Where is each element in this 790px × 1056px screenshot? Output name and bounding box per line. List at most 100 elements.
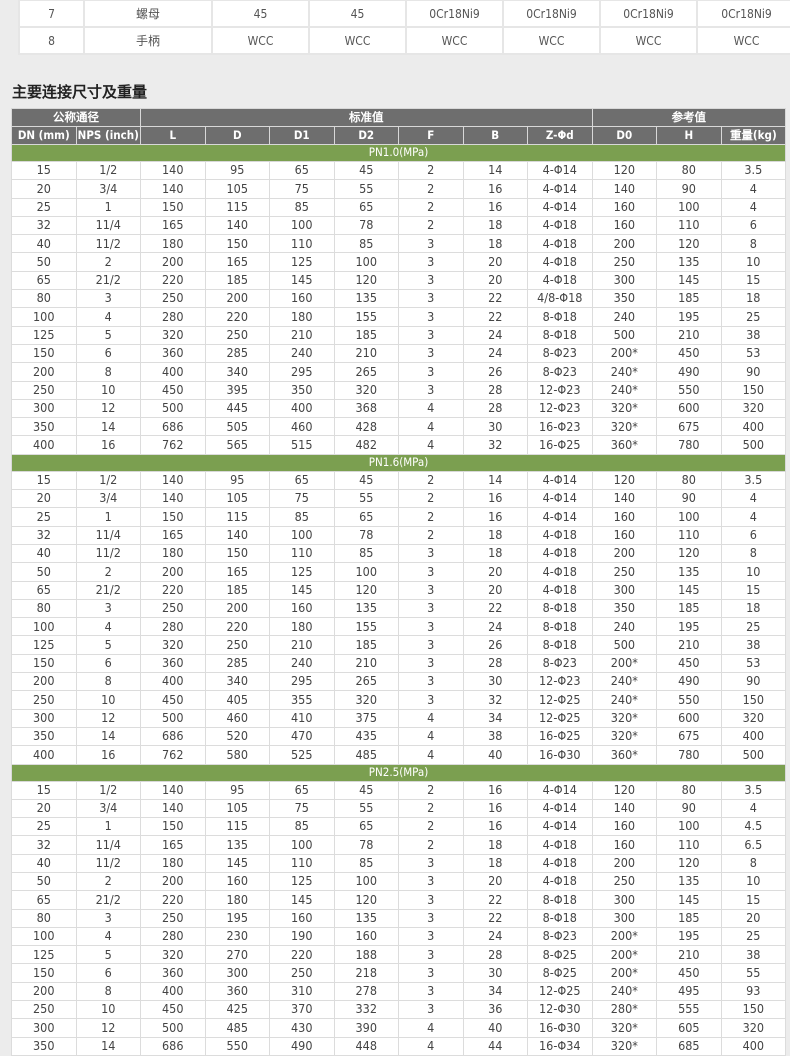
table-cell: 2 xyxy=(398,215,464,236)
table-cell: 300 xyxy=(591,270,658,291)
material-cell: WCC xyxy=(696,26,790,55)
table-cell: 4-Φ18 xyxy=(527,215,593,236)
table-cell: 140 xyxy=(591,798,658,819)
material-cell: WCC xyxy=(211,26,310,55)
table-cell: 38 xyxy=(720,945,787,965)
table-cell: 145 xyxy=(269,580,335,600)
table-cell: 360* xyxy=(591,435,658,455)
table-cell: 450 xyxy=(140,380,206,400)
table-cell: 195 xyxy=(204,908,270,928)
table-cell: 300 xyxy=(11,1018,77,1038)
table-cell: 11/4 xyxy=(75,835,141,855)
column-header: 重量(kg) xyxy=(720,126,787,145)
table-cell: 8-Φ23 xyxy=(527,653,593,674)
table-cell: 10 xyxy=(75,380,141,400)
table-cell: 4-Φ18 xyxy=(527,853,593,873)
table-cell: 8 xyxy=(720,853,787,873)
table-cell: 155 xyxy=(333,617,399,637)
table-row: 125 5 320 270 220 188 3 28 8-Φ25 200* 210 38 xyxy=(11,945,787,965)
table-cell: 20 xyxy=(462,580,528,600)
column-header: D xyxy=(204,126,270,145)
table-cell: 8-Φ23 xyxy=(527,926,593,947)
table-cell: 250 xyxy=(140,598,206,619)
table-cell: 28 xyxy=(462,945,528,965)
table-cell: 40 xyxy=(11,543,77,564)
table-cell: 32 xyxy=(11,835,77,855)
table-cell: 550 xyxy=(656,690,722,710)
table-cell: 428 xyxy=(333,417,399,437)
table-cell: 200* xyxy=(591,963,658,983)
table-cell: 4 xyxy=(398,708,464,728)
table-cell: 18 xyxy=(462,853,528,873)
table-cell: 25 xyxy=(11,817,77,837)
table-cell: 4-Φ14 xyxy=(527,798,593,819)
table-cell: 44 xyxy=(462,1036,528,1056)
materials-table: 7 螺母 45 45 0Cr18Ni9 0Cr18Ni9 0Cr18Ni9 0Cr18Ni9 8… xyxy=(18,0,790,55)
table-cell: 12-Φ25 xyxy=(527,690,593,710)
table-row: 40 11/2 180 145 110 85 3 18 4-Φ18 200 120 8 xyxy=(11,853,787,873)
table-cell: 4 xyxy=(398,398,464,419)
table-cell: 300 xyxy=(11,708,77,728)
table-cell: 100 xyxy=(11,926,77,947)
table-row: 20 3/4 140 105 75 55 2 16 4-Φ14 140 90 4 xyxy=(11,489,787,509)
table-row: 20 3/4 140 105 75 55 2 16 4-Φ14 140 90 4 xyxy=(11,798,787,819)
column-header: H xyxy=(656,126,722,145)
table-cell: 400 xyxy=(720,417,787,437)
table-cell: 2 xyxy=(398,160,464,181)
table-cell: 160 xyxy=(591,215,658,236)
table-cell: 140 xyxy=(591,489,658,509)
table-cell: 140 xyxy=(204,215,270,236)
table-cell: 320* xyxy=(591,726,658,747)
table-cell: 90 xyxy=(720,672,787,692)
table-cell: 490 xyxy=(656,672,722,692)
table-cell: 160 xyxy=(204,871,270,892)
table-cell: 2 xyxy=(398,489,464,509)
table-cell: 165 xyxy=(204,252,270,272)
table-cell: 11/4 xyxy=(75,215,141,236)
table-cell: 120 xyxy=(333,890,399,910)
table-cell: 8 xyxy=(75,672,141,692)
table-cell: 135 xyxy=(656,871,722,892)
table-cell: 12-Φ25 xyxy=(527,708,593,728)
table-cell: 2 xyxy=(75,871,141,892)
table-cell: 25 xyxy=(720,617,787,637)
table-cell: 53 xyxy=(720,653,787,674)
table-cell: 3 xyxy=(398,1000,464,1020)
table-cell: 435 xyxy=(333,726,399,747)
table-cell: 250 xyxy=(140,908,206,928)
table-cell: 280* xyxy=(591,1000,658,1020)
table-cell: 80 xyxy=(11,598,77,619)
table-cell: 200 xyxy=(11,362,77,382)
table-row: 65 21/2 220 185 145 120 3 20 4-Φ18 300 145 15 xyxy=(11,580,787,600)
table-cell: 6 xyxy=(720,215,787,236)
table-cell: 145 xyxy=(656,580,722,600)
table-cell: 100 xyxy=(269,525,335,545)
table-cell: 450 xyxy=(656,343,722,364)
table-cell: 600 xyxy=(656,708,722,728)
table-row: 25 1 150 115 85 65 2 16 4-Φ14 160 100 4 xyxy=(11,507,787,527)
table-cell: 110 xyxy=(656,835,722,855)
table-cell: 100 xyxy=(656,507,722,527)
table-cell: 375 xyxy=(333,708,399,728)
table-row: 200 8 400 340 295 265 3 26 8-Φ23 240* 490 90 xyxy=(11,362,787,382)
column-header: DN (mm) xyxy=(11,126,77,145)
table-cell: 1 xyxy=(75,507,141,527)
table-cell: 4 xyxy=(398,417,464,437)
table-cell: 3 xyxy=(398,853,464,873)
table-cell: 200 xyxy=(11,672,77,692)
pressure-section-header: PN2.5(MPa) xyxy=(10,763,787,782)
table-cell: 8-Φ25 xyxy=(527,945,593,965)
table-cell: 200 xyxy=(140,252,206,272)
table-cell: 24 xyxy=(462,343,528,364)
table-cell: 2 xyxy=(398,798,464,819)
table-cell: 120 xyxy=(333,580,399,600)
table-cell: 1/2 xyxy=(75,470,141,491)
table-cell: 150 xyxy=(204,234,270,254)
table-cell: 220 xyxy=(204,307,270,327)
table-cell: 3 xyxy=(398,890,464,910)
pressure-section-header: PN1.6(MPa) xyxy=(10,453,787,472)
table-cell: 55 xyxy=(720,963,787,983)
table-cell: 8-Φ18 xyxy=(527,325,593,345)
table-cell: 4-Φ14 xyxy=(527,197,593,217)
column-header-row: DN (mm) NPS (inch) L D D1 D2 F B Z-Φd D0 H 重量(kg) xyxy=(11,126,787,145)
